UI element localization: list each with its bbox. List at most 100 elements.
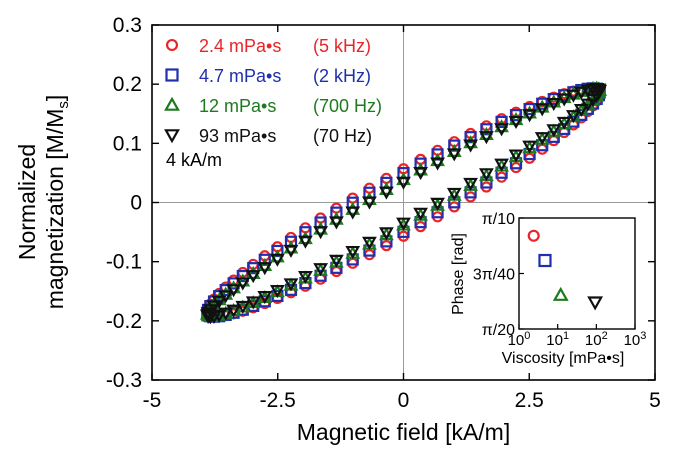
data-point xyxy=(548,135,560,147)
data-point xyxy=(379,181,394,196)
data-point xyxy=(479,126,494,140)
data-point xyxy=(257,291,273,305)
legend-marker-icon xyxy=(164,96,180,111)
inset-y-tick-label: π/20 xyxy=(482,322,515,339)
data-point xyxy=(329,211,344,225)
inset-data-markers xyxy=(527,229,604,311)
legend-frequency: (700 Hz) xyxy=(313,96,382,116)
y-label-line1: Normalized xyxy=(14,144,40,260)
data-point xyxy=(509,109,523,122)
y-label-main: magnetization [M/M xyxy=(42,109,68,310)
y-tick-label: 0.3 xyxy=(113,14,142,37)
data-point xyxy=(566,110,581,124)
data-point xyxy=(494,158,509,172)
data-point xyxy=(330,261,343,274)
data-point xyxy=(446,187,462,201)
inset-data-point xyxy=(587,296,604,311)
inset-x-tick-label: 103 xyxy=(624,330,647,349)
data-point xyxy=(283,244,299,258)
inset-y-tick-label: 3π/40 xyxy=(473,267,515,284)
data-point xyxy=(508,111,524,126)
legend-frequency: (2 kHz) xyxy=(313,66,371,86)
legend-marker-icon xyxy=(165,38,179,52)
data-point xyxy=(413,162,428,176)
data-point xyxy=(523,102,536,116)
data-point xyxy=(495,115,508,128)
data-point xyxy=(522,105,537,119)
inset-data-point xyxy=(527,229,540,242)
data-point xyxy=(430,152,445,167)
main-y-axis-label: Normalized magnetization [M/Ms] xyxy=(14,95,72,310)
data-point xyxy=(313,226,328,240)
inset-x-tick-label: 102 xyxy=(585,330,608,349)
data-point xyxy=(446,148,462,162)
data-point xyxy=(479,168,494,182)
legend-frequency: (70 Hz) xyxy=(313,126,372,146)
data-point xyxy=(430,197,445,211)
data-point xyxy=(258,253,271,266)
data-point xyxy=(235,277,251,291)
data-point xyxy=(463,139,478,153)
data-point xyxy=(313,263,328,277)
data-point xyxy=(362,191,377,205)
data-point xyxy=(346,253,359,266)
data-point xyxy=(534,103,550,117)
x-tick-label: -5 xyxy=(143,389,162,412)
data-point xyxy=(270,249,285,263)
data-point xyxy=(556,93,572,107)
x-tick-label: 5 xyxy=(649,389,661,412)
data-point xyxy=(546,94,562,108)
y-tick-label: -0.2 xyxy=(106,310,142,333)
data-point xyxy=(546,124,562,138)
data-point xyxy=(556,116,572,130)
data-point xyxy=(345,201,361,215)
inset-data-point xyxy=(552,286,569,301)
data-point xyxy=(446,143,462,157)
data-point xyxy=(379,227,394,241)
data-point xyxy=(226,280,241,294)
y-label-subscript: s xyxy=(55,101,72,109)
data-point xyxy=(508,115,524,130)
data-point xyxy=(480,123,493,136)
data-point xyxy=(362,236,377,250)
legend-series-name: 12 mPa•s xyxy=(199,96,276,116)
data-point xyxy=(494,119,509,133)
data-point xyxy=(573,103,589,118)
data-point xyxy=(218,307,234,321)
data-point xyxy=(226,284,241,298)
data-point xyxy=(413,207,428,221)
main-axis-ticks: -5 -2.5 0 2.5 5 -0.3 -0.2 -0.1 0 0.1 0.2 0.3 xyxy=(106,14,661,412)
data-point xyxy=(396,172,411,186)
data-point xyxy=(298,231,313,245)
inset-y-axis-label: Phase [rad] xyxy=(450,233,467,315)
data-point xyxy=(314,269,327,282)
legend: 2.4 mPa•s (5 kHz) 4.7 mPa•s (2 kHz) 12 mPa•s… xyxy=(164,36,382,146)
legend-marker-icon xyxy=(164,129,180,144)
data-point xyxy=(313,221,328,235)
data-point xyxy=(257,257,273,271)
y-tick-label: -0.3 xyxy=(106,369,142,392)
y-tick-label: 0 xyxy=(130,192,142,215)
data-point xyxy=(523,147,536,161)
data-point xyxy=(522,140,537,154)
x-tick-label: 0 xyxy=(398,389,410,412)
data-point xyxy=(218,286,234,300)
data-point xyxy=(330,265,343,278)
data-point xyxy=(270,253,285,267)
data-point xyxy=(536,139,549,152)
data-point xyxy=(413,166,428,181)
data-point xyxy=(226,304,241,318)
data-point xyxy=(270,285,285,299)
legend-frequency: (5 kHz) xyxy=(313,36,371,56)
inset-x-axis-label: Viscosity [mPa•s] xyxy=(502,350,625,367)
data-point xyxy=(522,109,537,123)
data-point xyxy=(580,98,596,112)
y-tick-label: 0.2 xyxy=(113,73,142,96)
inset-x-tick-label: 100 xyxy=(508,330,531,349)
data-point xyxy=(508,149,524,163)
field-amplitude-annotation: 4 kA/m xyxy=(166,150,222,170)
data-point xyxy=(271,244,284,258)
inset-background xyxy=(459,218,635,329)
data-point xyxy=(345,206,361,220)
data-point xyxy=(329,254,344,268)
